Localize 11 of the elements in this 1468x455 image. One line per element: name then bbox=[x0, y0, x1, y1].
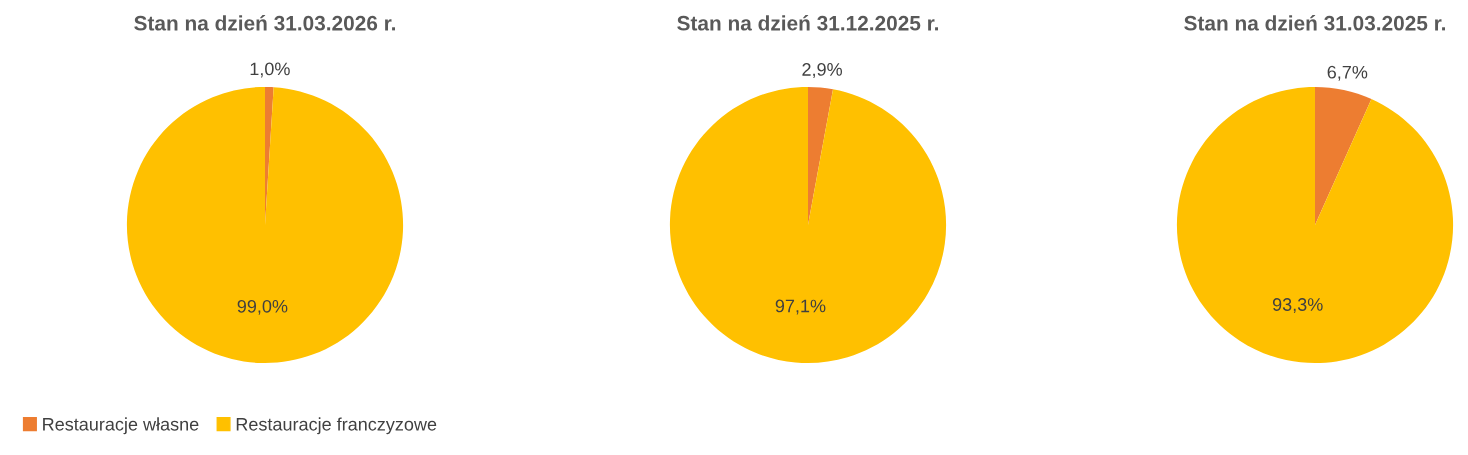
data-label: 93,3% bbox=[1272, 298, 1323, 314]
chart-title: Stan na dzień 31.03.2026 r. bbox=[134, 15, 396, 31]
legend-label: Restauracje własne bbox=[43, 417, 199, 435]
data-label: 97,1% bbox=[775, 299, 826, 315]
data-label: 1,0% bbox=[250, 62, 290, 78]
data-label: 2,9% bbox=[802, 63, 843, 78]
chart-title: Stan na dzień 31.03.2025 r. bbox=[1184, 15, 1446, 31]
legend-label: Restauracje franczyzowe bbox=[236, 417, 437, 435]
data-label: 6,7% bbox=[1327, 65, 1368, 81]
data-label: 99,0% bbox=[237, 299, 288, 315]
chart-title: Stan na dzień 31.12.2025 r. bbox=[677, 15, 939, 31]
